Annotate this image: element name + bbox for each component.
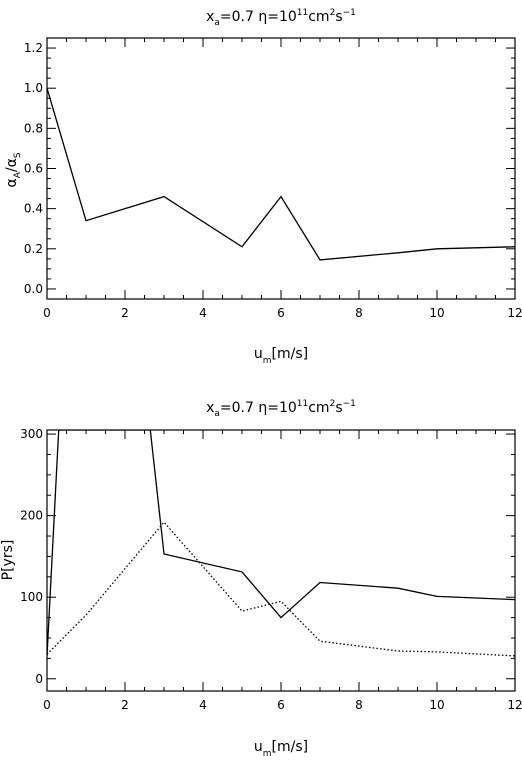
panel-2-y-tick-label: 300 <box>20 427 43 441</box>
panel-1: xa=0.7 η=1011cm2s−1 0 2 4 6 8 10 12 0.0 0.2 0.4 0.… <box>4 8 522 366</box>
panel-1-y-axis-label: αA/αS <box>4 152 23 187</box>
panel-1-x-tick-label: 0 <box>43 306 51 320</box>
panel-2-axes-frame <box>46 429 516 692</box>
panel-1-series-solid-line <box>47 88 515 261</box>
panel-2-y-tick-label: 0 <box>35 672 43 686</box>
panel-2-title: xa=0.7 η=1011cm2s−1 <box>206 399 356 419</box>
panel-2-y-axis-label: P[yrs] <box>0 540 16 581</box>
panel-1-y-tick-label: 0.8 <box>24 121 43 135</box>
panel-2-series <box>47 430 515 657</box>
panel-2-x-tick-label: 12 <box>507 698 522 712</box>
panel-1-x-tick-label: 8 <box>355 306 363 320</box>
panel-1-y-tick-label: 1.0 <box>24 81 43 95</box>
panel-1-y-tick-label: 0.2 <box>24 242 43 256</box>
panel-2-x-tick-label: 2 <box>121 698 129 712</box>
panel-1-x-tick-label: 2 <box>121 306 129 320</box>
panel-1-series <box>47 88 515 261</box>
panel-1-axes-frame <box>46 37 516 300</box>
panel-1-y-tick-label: 0.4 <box>24 202 43 216</box>
panel-2-x-tick-label: 6 <box>277 698 285 712</box>
panel-1-title: xa=0.7 η=1011cm2s−1 <box>206 8 356 28</box>
panel-2-x-tick-label: 0 <box>43 698 51 712</box>
panel-2-series-solid-line <box>47 430 515 656</box>
panel-2-ticks: 0 2 4 6 8 10 12 0 100 200 300 <box>20 427 522 712</box>
panel-2-x-axis-label: um[m/s] <box>254 739 308 759</box>
panel-2-x-tick-label: 4 <box>199 698 207 712</box>
panel-2: xa=0.7 η=1011cm2s−1 0 2 4 6 8 10 120100200300 … <box>0 399 522 759</box>
panel-2-y-tick-label: 200 <box>20 509 43 523</box>
panel-1-y-tick-label: 1.2 <box>24 41 43 55</box>
panel-1-x-tick-label: 10 <box>429 306 444 320</box>
panel-2-y-tick-label: 100 <box>20 590 43 604</box>
panel-2-series-dotted-line <box>47 521 515 657</box>
panel-1-x-tick-label: 4 <box>199 306 207 320</box>
panel-1-x-axis-label: um[m/s] <box>254 346 308 366</box>
panel-2-x-tick-label: 10 <box>429 698 444 712</box>
panel-1-x-tick-label: 12 <box>507 306 522 320</box>
panel-2-x-tick-label: 8 <box>355 698 363 712</box>
panel-1-y-tick-label: 0.0 <box>24 282 43 296</box>
panel-1-x-tick-label: 6 <box>277 306 285 320</box>
panel-1-y-tick-label: 0.6 <box>24 162 43 176</box>
panel-1-ticks: 0 2 4 6 8 10 12 0.0 0.2 0.4 0.6 0.8 1.0 1.2 <box>24 38 522 320</box>
